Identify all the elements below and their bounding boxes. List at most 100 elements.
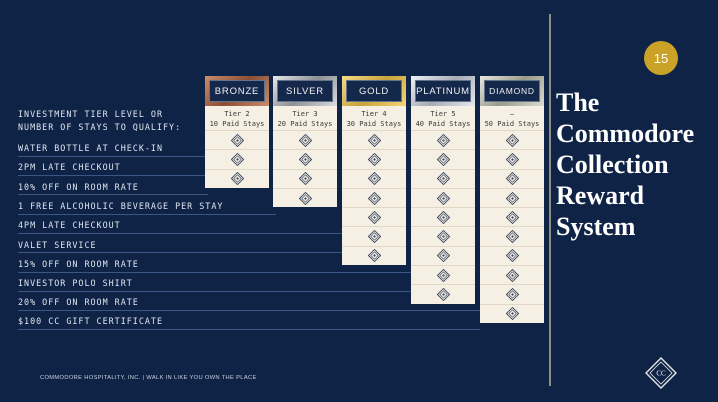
benefit-cell	[480, 284, 544, 303]
tier-body: Tier 2 10 Paid Stays	[205, 106, 269, 188]
tier-body: Tier 5 40 Paid Stays	[411, 106, 475, 304]
benefit-cell	[342, 245, 406, 265]
row-divider	[18, 175, 208, 176]
diamond-check-icon	[505, 268, 519, 282]
diamond-check-icon	[436, 230, 450, 244]
tier-stays: 40 Paid Stays	[415, 120, 471, 128]
row-divider	[18, 310, 480, 311]
benefit-label: 2PM LATE CHECKOUT	[18, 162, 121, 172]
tier-name-bronze: BRONZE	[209, 80, 265, 102]
row-divider	[18, 194, 208, 195]
benefit-cell	[205, 130, 269, 149]
tier-header-bronze: BRONZE	[205, 76, 269, 106]
benefit-label: $100 CC GIFT CERTIFICATE	[18, 316, 164, 326]
benefit-label: 20% OFF ON ROOM RATE	[18, 297, 139, 307]
benefit-cell	[411, 284, 475, 303]
diamond-check-icon	[505, 249, 519, 263]
benefit-cell	[273, 168, 337, 188]
benefit-cell	[273, 187, 337, 207]
row-divider	[18, 233, 344, 234]
tier-level: –	[509, 110, 515, 118]
diamond-check-icon	[367, 191, 381, 205]
benefit-cell	[342, 187, 406, 207]
tier-body: Tier 4 30 Paid Stays	[342, 106, 406, 266]
diamond-check-icon	[505, 230, 519, 244]
diamond-check-icon	[367, 210, 381, 224]
benefit-cell	[480, 149, 544, 168]
row-divider	[18, 214, 276, 215]
title-line: Collection	[556, 150, 669, 179]
tier-name-platinum: PLATINUM	[415, 80, 471, 102]
row-divider	[18, 272, 412, 273]
benefit-label: 15% OFF ON ROOM RATE	[18, 259, 139, 269]
tier-column-bronze: BRONZE Tier 2 10 Paid Stays	[205, 76, 269, 188]
tier-name-silver: SILVER	[277, 80, 333, 102]
benefit-cell	[205, 149, 269, 168]
row-divider	[18, 156, 208, 157]
tier-level: Tier 5	[430, 110, 456, 118]
tier-name-gold: GOLD	[346, 80, 402, 102]
tier-column-platinum: PLATINUM Tier 5 40 Paid Stays	[411, 76, 475, 304]
diamond-check-icon	[436, 268, 450, 282]
diamond-check-icon	[436, 172, 450, 186]
benefit-cell	[411, 187, 475, 207]
diamond-check-icon	[230, 133, 244, 147]
tier-header-diamond: DIAMOND	[480, 76, 544, 106]
tier-cells	[205, 130, 269, 188]
diamond-check-icon	[367, 152, 381, 166]
diamond-check-icon	[436, 133, 450, 147]
diamond-check-icon	[505, 210, 519, 224]
diamond-check-icon	[505, 133, 519, 147]
diamond-check-icon	[298, 152, 312, 166]
diamond-check-icon	[436, 152, 450, 166]
tier-header-silver: SILVER	[273, 76, 337, 106]
benefit-cell	[480, 245, 544, 265]
diamond-check-icon	[367, 230, 381, 244]
tier-name-diamond: DIAMOND	[484, 80, 540, 102]
diamond-check-icon	[436, 288, 450, 302]
row-divider	[18, 291, 412, 292]
benefit-cell	[342, 149, 406, 168]
benefit-cell	[273, 149, 337, 168]
benefit-cell	[480, 168, 544, 188]
tier-cells	[273, 130, 337, 207]
diamond-check-icon	[298, 133, 312, 147]
diamond-check-icon	[436, 210, 450, 224]
benefit-cell	[342, 130, 406, 149]
tier-header-gold: GOLD	[342, 76, 406, 106]
title-line: Reward	[556, 181, 645, 210]
slide-title: The Commodore Collection Reward System	[556, 87, 716, 242]
tier-header-platinum: PLATINUM	[411, 76, 475, 106]
benefit-label: 10% OFF ON ROOM RATE	[18, 182, 139, 192]
title-line: Commodore	[556, 119, 695, 148]
qualify-label-line1: INVESTMENT TIER LEVEL OR	[18, 109, 164, 119]
benefit-label: VALET SERVICE	[18, 240, 97, 250]
page-number-badge: 15	[644, 41, 678, 75]
diamond-check-icon	[505, 152, 519, 166]
diamond-check-icon	[367, 172, 381, 186]
benefit-cell	[342, 226, 406, 245]
tier-cells	[411, 130, 475, 304]
tier-stays: 20 Paid Stays	[277, 120, 333, 128]
benefit-cell	[342, 168, 406, 188]
benefit-cell	[411, 265, 475, 284]
diamond-check-icon	[230, 152, 244, 166]
diamond-check-icon	[505, 172, 519, 186]
tier-cells	[480, 130, 544, 323]
tier-column-gold: GOLD Tier 4 30 Paid Stays	[342, 76, 406, 266]
benefit-cell	[411, 226, 475, 245]
diamond-check-icon	[367, 249, 381, 263]
benefit-cell	[205, 168, 269, 188]
diamond-check-icon	[436, 249, 450, 263]
svg-text:CC: CC	[656, 370, 666, 378]
benefit-label: WATER BOTTLE AT CHECK-IN	[18, 143, 164, 153]
footer-text: COMMODORE HOSPITALITY, INC. | WALK IN LI…	[40, 375, 257, 381]
benefit-cell	[411, 149, 475, 168]
benefit-cell	[480, 130, 544, 149]
benefit-cell	[411, 207, 475, 226]
diamond-check-icon	[436, 191, 450, 205]
cc-diamond-logo-icon: CC	[645, 357, 677, 389]
diamond-check-icon	[298, 172, 312, 186]
tier-column-diamond: DIAMOND – 50 Paid Stays	[480, 76, 544, 323]
